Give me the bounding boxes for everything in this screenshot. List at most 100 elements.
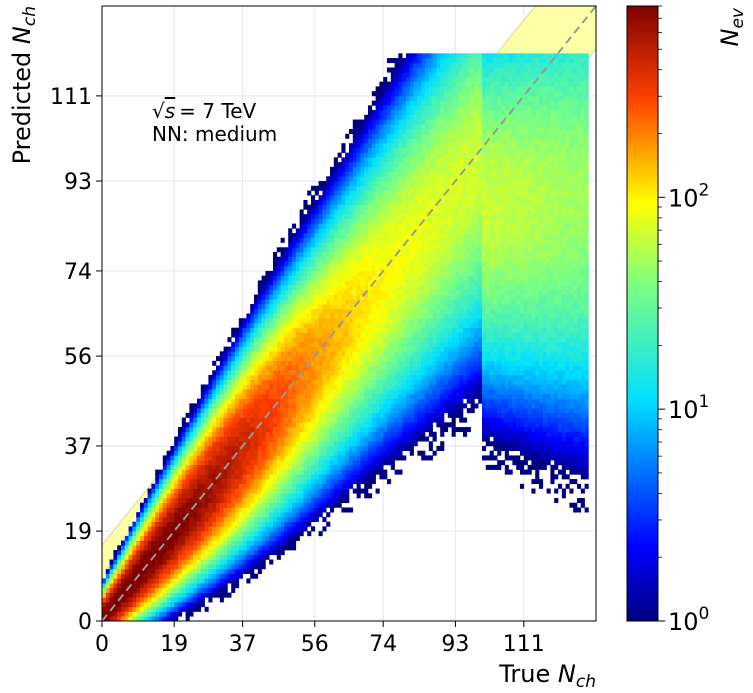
histogram-cell — [428, 375, 433, 381]
histogram-cell — [409, 138, 414, 144]
histogram-cell — [352, 370, 357, 376]
histogram-cell — [413, 412, 418, 418]
histogram-cell — [250, 327, 255, 333]
histogram-cell — [330, 237, 335, 243]
histogram-cell — [349, 304, 354, 310]
histogram-cell — [394, 76, 399, 82]
histogram-cell — [409, 422, 414, 428]
histogram-cell — [155, 583, 160, 589]
histogram-cell — [261, 417, 266, 423]
histogram-cell — [265, 455, 270, 461]
histogram-cell — [402, 384, 407, 390]
histogram-cell — [333, 242, 338, 248]
histogram-cell — [117, 592, 122, 598]
histogram-cell — [413, 351, 418, 357]
histogram-cell — [383, 417, 388, 423]
histogram-cell — [238, 498, 243, 504]
histogram-cell — [246, 521, 251, 527]
histogram-cell — [276, 483, 281, 489]
histogram-cell — [265, 431, 270, 437]
histogram-cell — [307, 237, 312, 243]
histogram-cell — [212, 417, 217, 423]
histogram-cell — [406, 275, 411, 281]
histogram-cell — [284, 479, 289, 485]
histogram-cell — [360, 247, 365, 253]
histogram-cell — [227, 545, 232, 551]
histogram-cell — [406, 223, 411, 229]
histogram-cell — [371, 199, 376, 205]
histogram-cell — [284, 299, 289, 305]
histogram-cell — [212, 427, 217, 433]
histogram-cell — [379, 308, 384, 314]
histogram-cell — [345, 294, 350, 300]
histogram-cell — [356, 171, 361, 177]
histogram-cell — [276, 365, 281, 371]
histogram-cell — [109, 583, 114, 589]
histogram-cell — [383, 285, 388, 291]
histogram-cell — [406, 427, 411, 433]
histogram-cell — [140, 507, 145, 513]
histogram-cell — [128, 568, 133, 574]
histogram-cell — [360, 384, 365, 390]
histogram-cell — [311, 474, 316, 480]
histogram-cell — [143, 573, 148, 579]
histogram-cell — [227, 356, 232, 362]
histogram-cell — [364, 247, 369, 253]
histogram-cell — [197, 445, 202, 451]
histogram-cell — [178, 597, 183, 603]
histogram-cell — [280, 313, 285, 319]
histogram-cell — [383, 162, 388, 168]
histogram-cell — [375, 261, 380, 267]
histogram-cell — [330, 356, 335, 362]
histogram-cell — [425, 185, 430, 191]
histogram-cell — [421, 332, 426, 338]
histogram-cell — [314, 370, 319, 376]
histogram-cell — [383, 365, 388, 371]
histogram-cell — [337, 427, 342, 433]
histogram-cell — [292, 308, 297, 314]
histogram-cell — [204, 587, 209, 593]
histogram-cell — [409, 441, 414, 447]
histogram-cell — [402, 313, 407, 319]
histogram-cell — [109, 564, 114, 570]
histogram-cell — [421, 58, 426, 64]
histogram-cell — [368, 228, 373, 234]
histogram-cell — [261, 488, 266, 494]
histogram-cell — [379, 422, 384, 428]
histogram-cell — [284, 398, 289, 404]
histogram-cell — [250, 417, 255, 423]
histogram-cell — [261, 375, 266, 381]
histogram-cell — [409, 247, 414, 253]
histogram-cell — [181, 450, 186, 456]
histogram-cell — [231, 351, 236, 357]
histogram-cell — [151, 483, 156, 489]
histogram-cell — [269, 464, 274, 470]
histogram-cell — [417, 58, 422, 64]
histogram-cell — [341, 322, 346, 328]
histogram-cell — [421, 199, 426, 205]
histogram-cell — [299, 431, 304, 437]
histogram-cell — [223, 559, 228, 565]
histogram-cell — [166, 455, 171, 461]
histogram-cell — [326, 261, 331, 267]
histogram-cell — [413, 431, 418, 437]
histogram-cell — [265, 356, 270, 362]
histogram-cell — [409, 199, 414, 205]
histogram-cell — [345, 308, 350, 314]
histogram-cell — [242, 417, 247, 423]
histogram-cell — [379, 337, 384, 343]
histogram-cell — [379, 445, 384, 451]
histogram-cell — [303, 445, 308, 451]
histogram-cell — [379, 129, 384, 135]
histogram-cell — [246, 346, 251, 352]
histogram-cell — [314, 431, 319, 437]
histogram-cell — [314, 332, 319, 338]
histogram-cell — [379, 408, 384, 414]
histogram-cell — [132, 535, 137, 541]
histogram-cell — [204, 502, 209, 508]
histogram-cell — [292, 285, 297, 291]
histogram-cell — [326, 346, 331, 352]
histogram-cell — [314, 337, 319, 343]
histogram-cell — [402, 370, 407, 376]
histogram-cell — [364, 185, 369, 191]
